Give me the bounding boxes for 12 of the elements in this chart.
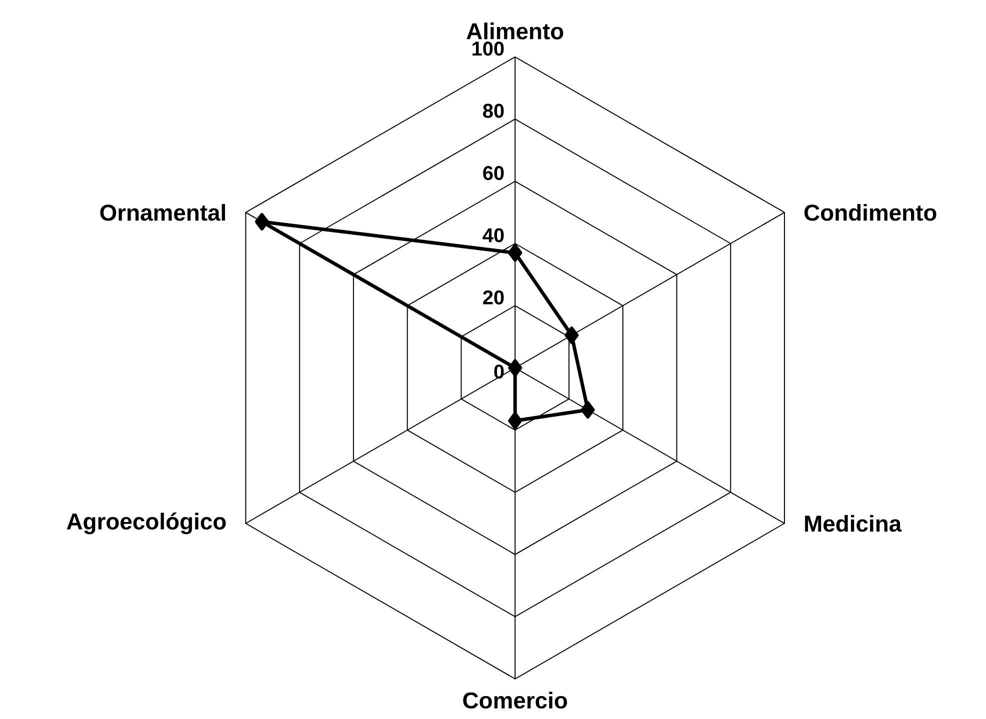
y-tick-label: 20	[483, 290, 504, 304]
spoke-label: Medicina	[805, 514, 902, 532]
y-tick-label: 40	[482, 228, 504, 242]
spoke-label: Condimento	[804, 204, 936, 221]
y-tick-label: 100	[472, 42, 504, 56]
spoke-label: Comercio	[463, 692, 568, 709]
y-tick-label: 60	[483, 166, 504, 180]
spoke-label: Ornamental	[100, 204, 226, 221]
y-tick-label: 80	[483, 104, 504, 118]
y-tick-label: 0	[494, 364, 504, 379]
spoke-label: Alimento	[466, 22, 564, 40]
spoke-label: Agroecológico	[66, 512, 226, 534]
